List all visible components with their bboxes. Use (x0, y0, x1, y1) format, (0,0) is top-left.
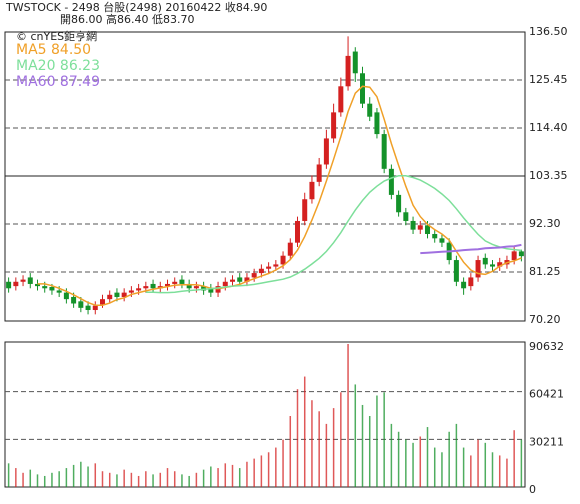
candle-body (367, 103, 373, 117)
candle-body (208, 288, 214, 293)
candle-body (497, 262, 503, 267)
candle-body (295, 220, 300, 243)
candle-body (475, 260, 481, 278)
candle-body (266, 266, 272, 269)
candle-body (230, 279, 235, 282)
candle-body (425, 225, 430, 234)
candle-body (121, 292, 127, 297)
candle-body (417, 225, 423, 230)
candle-body (13, 281, 19, 287)
candle-body (107, 294, 113, 300)
candle-body (453, 260, 459, 282)
candle-body (396, 194, 402, 213)
volume-tick-label: 30211 (529, 435, 564, 448)
ma-line (145, 175, 522, 294)
candle-body (518, 251, 524, 257)
candle-body (403, 212, 409, 221)
candle-body (302, 199, 308, 221)
candle-body (309, 181, 315, 200)
candle-body (179, 279, 185, 284)
candle-body (352, 51, 358, 74)
chart-title: TWSTOCK - 2498 台股(2498) 20160422 收84.90 (5, 0, 267, 14)
candle-body (273, 264, 279, 267)
volume-frame (4, 341, 526, 488)
candle-body (287, 242, 293, 256)
candle-body (136, 288, 142, 291)
candle-body (482, 257, 488, 265)
candle-body (63, 292, 69, 300)
candle-body (316, 164, 322, 182)
candle-body (345, 55, 351, 87)
candle-body (244, 277, 250, 282)
legend-entry: MA20 86.23 (16, 58, 100, 74)
candle-body (92, 305, 98, 311)
legend-entry: MA60 87.49 (16, 74, 100, 90)
candle-body (511, 251, 517, 261)
candle-body (237, 277, 243, 282)
candle-body (381, 134, 387, 169)
ma-line (37, 85, 522, 306)
volume-tick-label: 90632 (529, 340, 564, 353)
candle-body (20, 279, 26, 282)
candle-body (388, 168, 394, 195)
y-tick-label: 125.45 (529, 73, 568, 86)
candle-body (49, 286, 55, 291)
candle-body (258, 268, 264, 274)
candle-body (78, 301, 84, 308)
candle-body (114, 292, 120, 297)
legend-entry: MA5 84.50 (16, 42, 91, 58)
candle-body (331, 112, 337, 139)
candle-body (461, 281, 467, 289)
candle-body (6, 281, 12, 289)
y-tick-label: 81.25 (529, 265, 561, 278)
y-tick-label: 92.30 (529, 217, 561, 230)
candle-body (71, 296, 77, 304)
candle-body (468, 277, 474, 287)
candle-body (42, 286, 48, 289)
volume-tick-label: 60421 (529, 388, 564, 401)
chart-subtitle: 開86.00 高86.40 低83.70 (60, 12, 194, 26)
candle-body (410, 220, 416, 230)
candle-body (35, 283, 40, 287)
candle-body (280, 255, 286, 265)
candle-body (56, 290, 62, 293)
volume-tick-label: 0 (529, 483, 536, 496)
candle-body (338, 86, 344, 113)
y-tick-label: 114.40 (529, 121, 568, 134)
candle-body (85, 305, 91, 311)
candle-body (128, 290, 134, 293)
source: © cnYES鉅亨網 (16, 29, 97, 43)
candle-body (490, 264, 495, 267)
ma-line (420, 243, 522, 255)
candle-body (251, 273, 257, 278)
candle-body (374, 112, 380, 135)
y-tick-label: 103.35 (529, 169, 568, 182)
candle-body (100, 299, 105, 305)
candle-body (360, 73, 365, 104)
candle-body (432, 233, 438, 239)
candle-body (201, 286, 207, 291)
candle-body (193, 286, 199, 289)
candle-body (323, 138, 329, 165)
candle-body (165, 283, 170, 287)
candle-body (439, 238, 445, 243)
candle-body (150, 283, 156, 289)
candle-body (186, 283, 192, 289)
y-tick-label: 70.20 (529, 313, 561, 326)
candle-body (143, 286, 149, 289)
candle-body (27, 277, 33, 284)
candle-body (172, 281, 178, 284)
candle-body (222, 281, 228, 287)
y-tick-label: 136.50 (529, 25, 568, 38)
